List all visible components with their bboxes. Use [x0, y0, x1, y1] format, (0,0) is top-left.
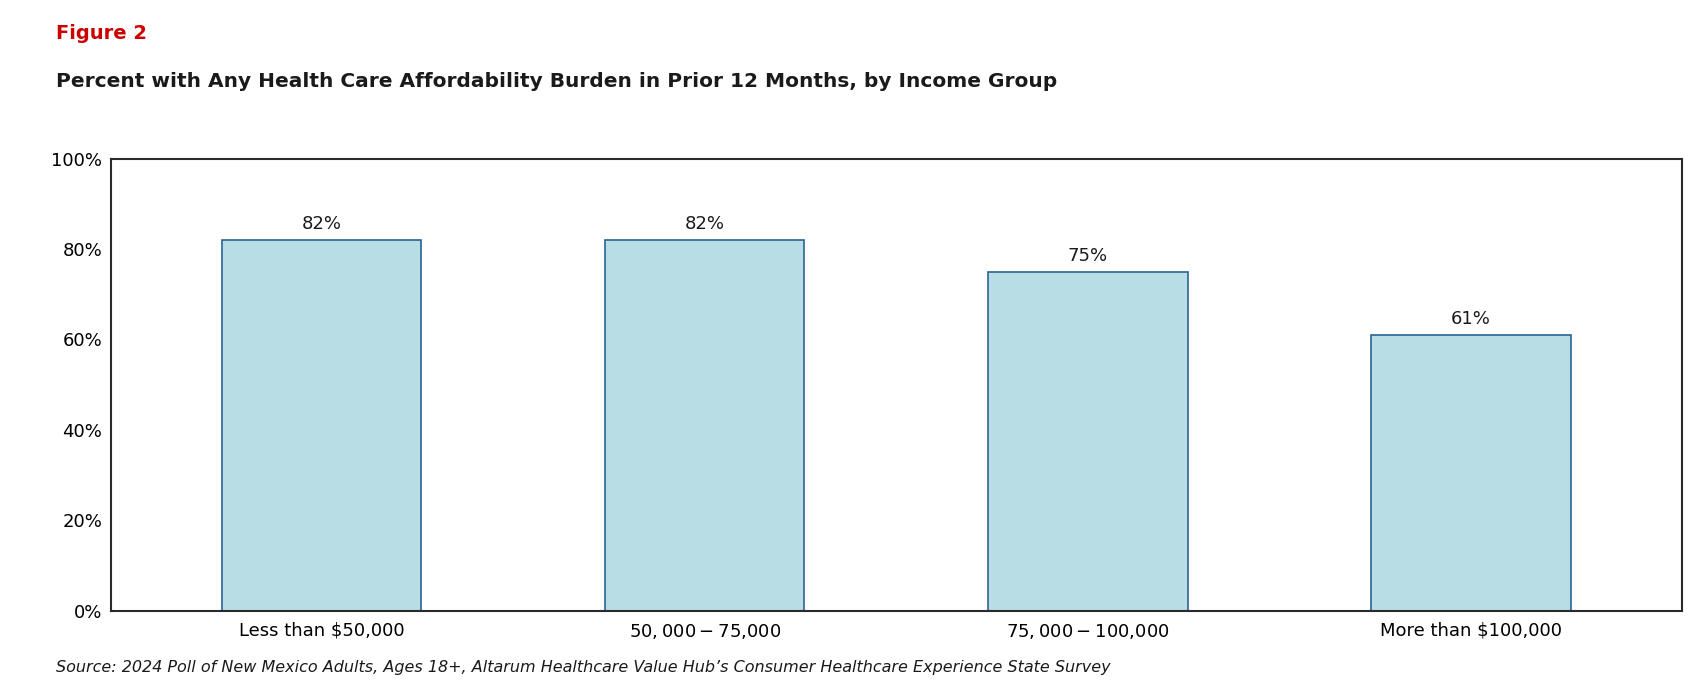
- Bar: [605, 240, 804, 611]
- Bar: [1372, 335, 1571, 611]
- Text: 75%: 75%: [1068, 247, 1108, 265]
- Text: 82%: 82%: [685, 215, 724, 233]
- Bar: [988, 272, 1188, 611]
- Text: Figure 2: Figure 2: [56, 24, 147, 43]
- Text: 82%: 82%: [302, 215, 341, 233]
- Text: Percent with Any Health Care Affordability Burden in Prior 12 Months, by Income : Percent with Any Health Care Affordabili…: [56, 72, 1058, 92]
- Text: 61%: 61%: [1452, 310, 1491, 328]
- Bar: [222, 240, 421, 611]
- Text: Source: 2024 Poll of New Mexico Adults, Ages 18+, Altarum Healthcare Value Hub’s: Source: 2024 Poll of New Mexico Adults, …: [56, 660, 1111, 675]
